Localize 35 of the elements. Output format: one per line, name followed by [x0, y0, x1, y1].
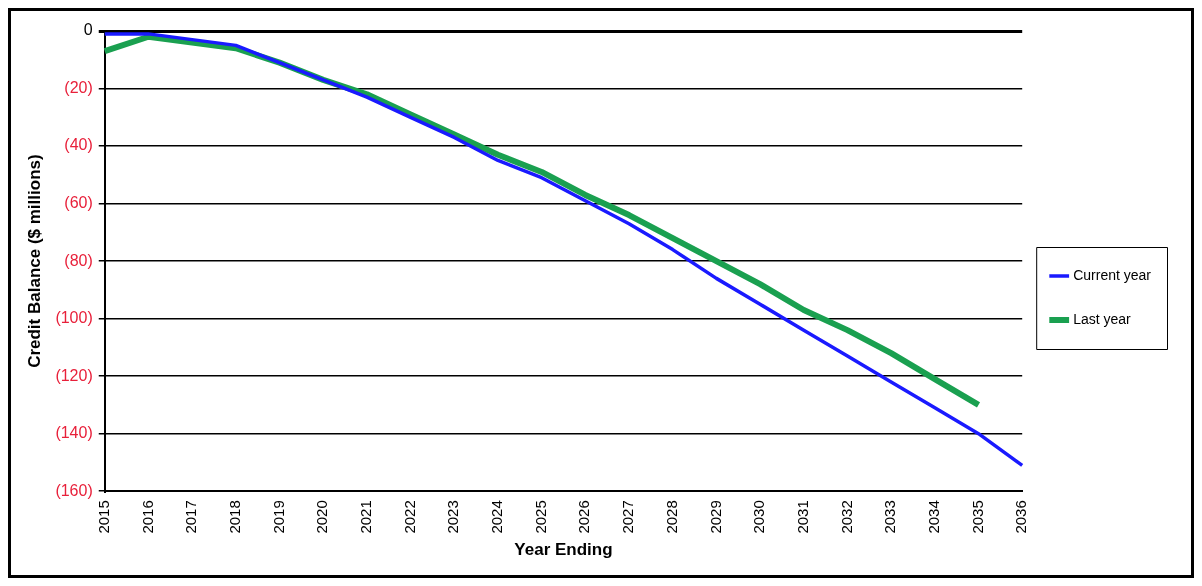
y-tick-label: (80) — [64, 251, 93, 269]
legend-label: Current year — [1073, 266, 1152, 283]
x-tick-label: 2021 — [357, 500, 375, 534]
x-tick-label: 2028 — [662, 500, 680, 534]
x-tick-label: 2034 — [924, 500, 942, 534]
legend-label: Last year — [1073, 310, 1132, 327]
x-tick-label: 2032 — [837, 500, 855, 534]
y-tick-label: (120) — [55, 366, 93, 384]
y-axis-title: Credit Balance ($ millions) — [24, 154, 44, 368]
x-tick-label: 2023 — [444, 500, 462, 534]
x-axis-title: Year Ending — [514, 540, 613, 560]
x-tick-label: 2033 — [881, 500, 899, 534]
y-tick-label: (160) — [55, 481, 93, 499]
x-tick-label: 2015 — [94, 500, 112, 534]
x-tick-label: 2022 — [400, 500, 418, 534]
x-tick-label: 2016 — [138, 500, 156, 534]
y-tick-label: 0 — [83, 21, 93, 39]
x-tick-label: 2019 — [269, 500, 287, 534]
y-tick-label: (40) — [64, 136, 93, 154]
x-tick-label: 2035 — [968, 500, 986, 534]
x-tick-label: 2024 — [488, 500, 506, 534]
x-tick-label: 2027 — [619, 500, 637, 534]
x-tick-label: 2025 — [531, 500, 549, 534]
y-tick-label: (140) — [55, 424, 93, 442]
x-tick-label: 2036 — [1012, 500, 1030, 534]
x-tick-label: 2031 — [793, 500, 811, 534]
x-tick-label: 2029 — [706, 500, 724, 534]
y-tick-label: (20) — [64, 78, 93, 96]
x-tick-label: 2020 — [313, 500, 331, 534]
x-tick-label: 2018 — [225, 500, 243, 534]
y-tick-label: (100) — [55, 309, 93, 327]
x-tick-label: 2026 — [575, 500, 593, 534]
y-tick-label: (60) — [64, 193, 93, 211]
x-tick-label: 2017 — [182, 500, 200, 534]
x-tick-label: 2030 — [750, 500, 768, 534]
